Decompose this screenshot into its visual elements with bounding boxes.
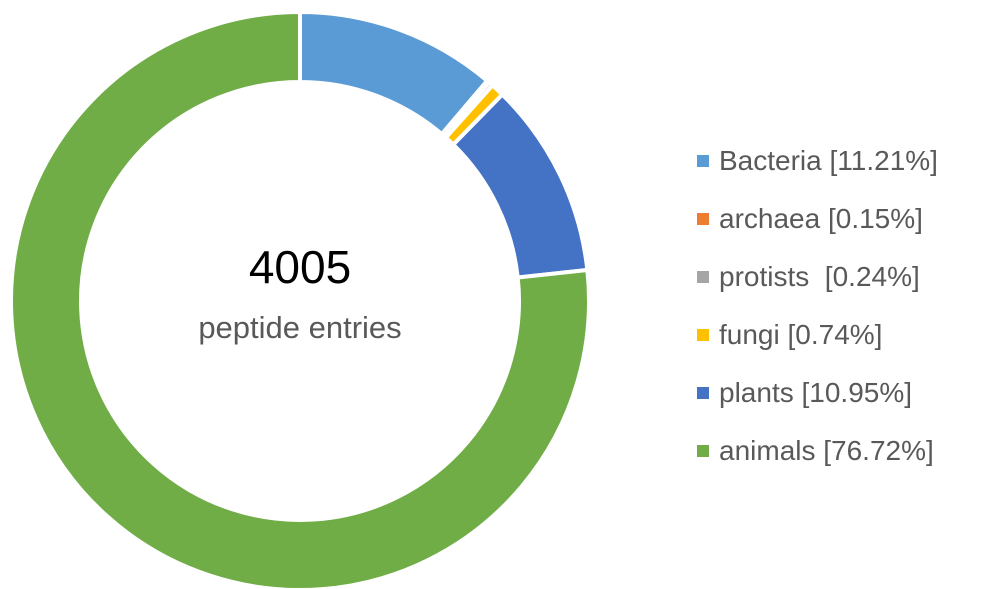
legend-label-animals: animals [76.72%] (719, 435, 934, 466)
legend-label-protists: protists [0.24%] (719, 261, 920, 292)
donut-slice-plants (450, 91, 590, 280)
legend-item-fungi: fungi [0.74%] (697, 306, 938, 364)
legend-label-plants: plants [10.95%] (719, 377, 913, 408)
center-caption: peptide entries (198, 310, 402, 345)
legend-item-plants: plants [10.95%] (697, 364, 938, 422)
legend-swatch-fungi (697, 329, 709, 341)
legend-swatch-protists (697, 271, 709, 283)
legend-swatch-animals (697, 445, 709, 457)
legend-item-protists: protists [0.24%] (697, 248, 938, 306)
legend: Bacteria [11.21%] archaea [0.15%] protists… (697, 132, 938, 480)
donut-slice-animals (9, 9, 591, 589)
legend-item-animals: animals [76.72%] (697, 422, 938, 480)
legend-label-fungi: fungi [0.74%] (719, 319, 883, 350)
legend-swatch-bacteria (697, 155, 709, 167)
donut-chart (9, 9, 591, 589)
legend-label-bacteria: Bacteria [11.21%] (719, 145, 938, 176)
center-total: 4005 (248, 241, 352, 293)
legend-swatch-plants (697, 387, 709, 399)
legend-item-bacteria: Bacteria [11.21%] (697, 132, 938, 190)
legend-swatch-archaea (697, 213, 709, 225)
legend-label-archaea: archaea [0.15%] (719, 203, 923, 234)
legend-item-archaea: archaea [0.15%] (697, 190, 938, 248)
